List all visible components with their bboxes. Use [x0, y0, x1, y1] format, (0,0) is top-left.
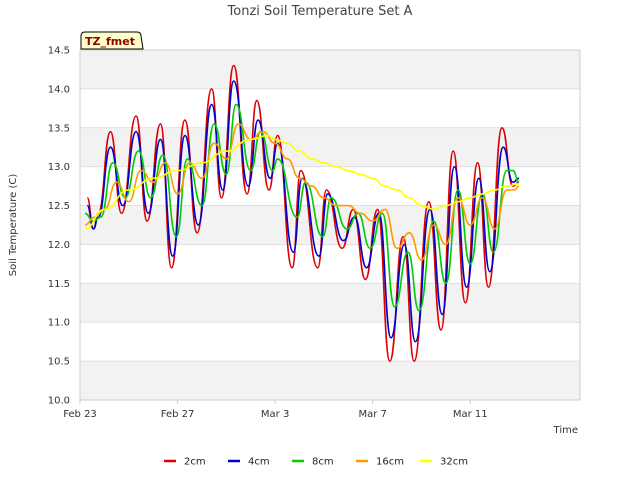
plot-bands — [80, 50, 580, 400]
legend-label-4cm: 4cm — [248, 457, 270, 468]
series-line-2cm — [86, 64, 520, 362]
plot-band — [80, 244, 580, 284]
y-tick-label: 13.5 — [48, 123, 70, 134]
y-tick-label: 14.5 — [48, 46, 70, 57]
chart-title: Tonzi Soil Temperature Set A — [227, 4, 413, 19]
x-tick-label: Feb 23 — [63, 409, 97, 420]
badge-box — [80, 31, 144, 50]
plot-band — [80, 50, 580, 89]
badge-label: TZ_fmet — [85, 35, 135, 48]
y-tick-label: 10.5 — [48, 357, 70, 368]
x-axis-label: Time — [553, 425, 578, 436]
y-tick-label: 11.5 — [48, 279, 70, 290]
y-tick-labels: 10.0 10.5 11.0 11.5 12.0 12.5 13.0 13.5 14.0 14.5 — [48, 46, 70, 407]
legend-label-16cm: 16cm — [376, 457, 404, 468]
x-tick-label: Mar 11 — [453, 409, 488, 420]
x-tick-labels: Feb 23 Feb 27 Mar 3 Mar 7 Mar 11 — [63, 400, 488, 420]
plot-frame — [79, 49, 581, 401]
y-tick-label: 12.0 — [48, 240, 70, 251]
series-line-16cm — [84, 123, 520, 261]
series-line-4cm — [86, 80, 520, 343]
legend-label-8cm: 8cm — [312, 457, 334, 468]
plot-band — [80, 88, 580, 128]
legend-label-32cm: 32cm — [440, 457, 468, 468]
plot-band — [80, 361, 580, 400]
x-tick-label: Mar 7 — [358, 409, 386, 420]
y-tick-label: 14.0 — [48, 84, 70, 95]
y-tick-label: 10.0 — [48, 396, 70, 407]
y-tick-label: 11.0 — [48, 318, 70, 329]
plot-band — [80, 283, 580, 323]
x-tick-label: Mar 3 — [261, 409, 289, 420]
legend: 2cm 4cm 8cm 16cm 32cm — [164, 457, 468, 468]
y-tick-label: 13.0 — [48, 162, 70, 173]
plot-band — [80, 322, 580, 362]
y-tick-label: 12.5 — [48, 201, 70, 212]
series-line-32cm — [84, 134, 520, 230]
legend-label-2cm: 2cm — [184, 457, 206, 468]
plot-band — [80, 205, 580, 245]
station-badge: TZ_fmet — [80, 31, 144, 50]
y-axis-label: Soil Temperature (C) — [8, 174, 19, 277]
series-lines — [84, 64, 520, 362]
x-tick-label: Feb 27 — [161, 409, 195, 420]
